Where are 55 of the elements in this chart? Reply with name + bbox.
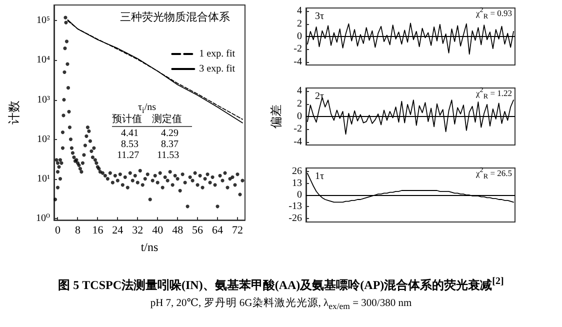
annotation: χ$^{2}$$_{R}$ = 1.22 [476, 86, 512, 101]
y-tick-label: -4 [294, 56, 302, 68]
x-tick-label: 24 [112, 224, 124, 237]
y-tick-label: 10⁰ [36, 212, 50, 224]
annotation: 4.41 [121, 128, 138, 139]
y-tick-label: 10⁴ [36, 54, 50, 66]
text: pH 7, 20℃, 罗丹明 6G染料激光光源, λ$_{ex/em}$ = 300/380 nm [149, 296, 413, 312]
annotation: 8.53 [121, 139, 138, 150]
x-tick-label: 56 [192, 224, 204, 237]
y-axis-title: 计数 [7, 100, 21, 125]
y-tick-label: 2 [297, 98, 302, 110]
x-axis-title: t/ns [140, 240, 158, 254]
y-axis-title: 偏差 [269, 104, 283, 128]
y-tick-label: 13 [292, 178, 302, 189]
annotation: χ$^{2}$$_{R}$ = 0.93 [476, 6, 512, 21]
x-tick-label: 64 [212, 224, 224, 237]
x-tick-label: 16 [92, 224, 104, 237]
x-tick-label: 32 [132, 224, 144, 237]
text: 三种荧光物质混合体系 [120, 10, 230, 24]
y-tick-label: 4 [297, 6, 302, 17]
x-tick-label: 0 [54, 224, 61, 237]
annotation: 4.29 [161, 128, 178, 139]
y-tick-label: -2 [294, 124, 302, 135]
x-tick-label: 40 [152, 224, 164, 237]
y-tick-label: 10³ [37, 94, 50, 106]
caption: 图 5 TCSPC法测量吲哚(IN)、氨基苯甲酸(AA)及氨基嘌呤(AP)混合体系的荧光衰减$^{[2]}$ [57, 276, 505, 294]
annotation: 11.27 [117, 150, 140, 161]
line-series [307, 22, 514, 55]
y-tick-label: -26 [288, 212, 302, 224]
y-tick-label: 0 [297, 111, 302, 122]
annotation: χ$^{2}$$_{R}$ = 26.5 [476, 166, 512, 181]
annotation: 1τ [315, 171, 324, 182]
annotation: 预计值 [112, 114, 142, 125]
x-tick-label: 72 [232, 224, 244, 237]
y-tick-label: 10⁵ [36, 15, 50, 26]
line-series [307, 97, 514, 135]
y-tick-label: -4 [294, 136, 302, 148]
annotation: 11.53 [157, 150, 180, 161]
legend-label: 1 exp. fit [199, 48, 236, 60]
y-tick-label: 0 [297, 31, 302, 42]
annotation: 测定值 [152, 114, 182, 125]
y-tick-label: 0 [297, 190, 302, 200]
x-tick-label: 8 [74, 224, 81, 237]
y-tick-label: -13 [288, 201, 302, 212]
annotation: 3τ [315, 11, 324, 22]
annotation: 8.37 [161, 139, 178, 150]
y-tick-label: -2 [294, 44, 302, 55]
y-tick-label: 2 [297, 18, 302, 30]
legend-label: 3 exp. fit [199, 64, 236, 74]
y-tick-label: 26 [292, 166, 302, 178]
x-tick-label: 48 [172, 224, 184, 237]
y-tick-label: 4 [297, 86, 302, 97]
y-tick-label: 10² [37, 134, 50, 145]
annotation: τ$_{i}$/ns [138, 102, 156, 115]
y-tick-label: 10¹ [37, 173, 50, 184]
